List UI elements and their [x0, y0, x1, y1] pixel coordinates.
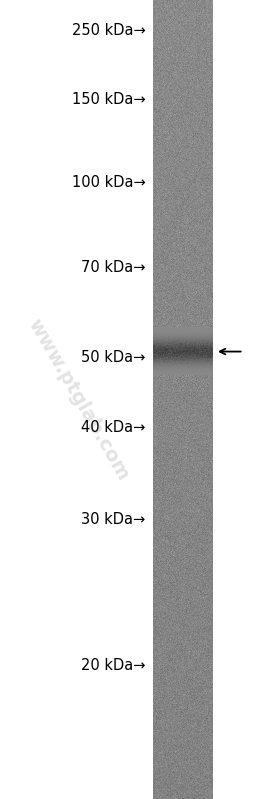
Text: 30 kDa→: 30 kDa→	[81, 512, 146, 527]
Text: 100 kDa→: 100 kDa→	[72, 175, 146, 189]
Text: 70 kDa→: 70 kDa→	[81, 260, 146, 275]
Text: 250 kDa→: 250 kDa→	[72, 23, 146, 38]
Text: 50 kDa→: 50 kDa→	[81, 351, 146, 365]
Text: www.ptglab.com: www.ptglab.com	[24, 316, 132, 483]
Text: 150 kDa→: 150 kDa→	[72, 93, 146, 107]
Text: 20 kDa→: 20 kDa→	[81, 658, 146, 673]
Text: 40 kDa→: 40 kDa→	[81, 420, 146, 435]
